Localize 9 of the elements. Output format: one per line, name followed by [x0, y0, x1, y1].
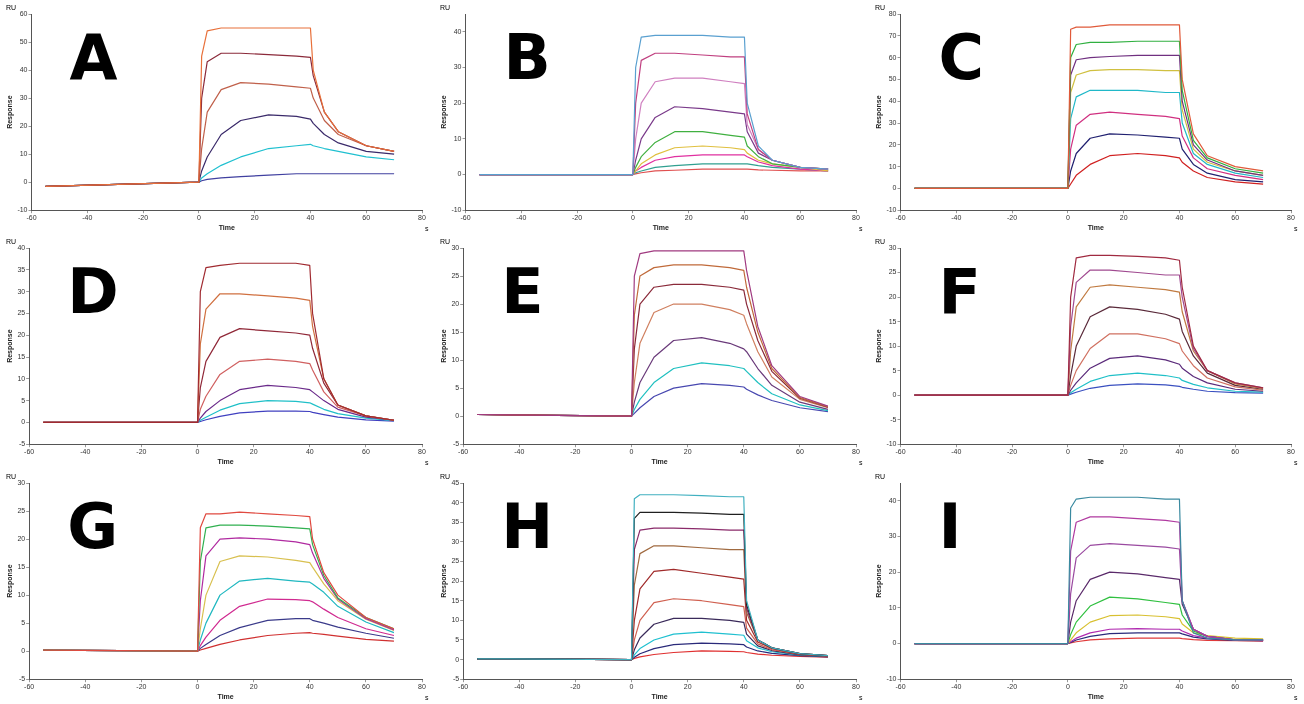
annotation: F	[938, 255, 981, 329]
annotation: G	[67, 490, 119, 564]
annotation: B	[503, 21, 551, 95]
annotation: E	[501, 255, 544, 329]
annotation: H	[501, 490, 554, 564]
annotation: A	[69, 21, 118, 95]
annotation: C	[938, 21, 985, 95]
annotation: I	[938, 490, 962, 564]
annotation: D	[67, 255, 119, 329]
